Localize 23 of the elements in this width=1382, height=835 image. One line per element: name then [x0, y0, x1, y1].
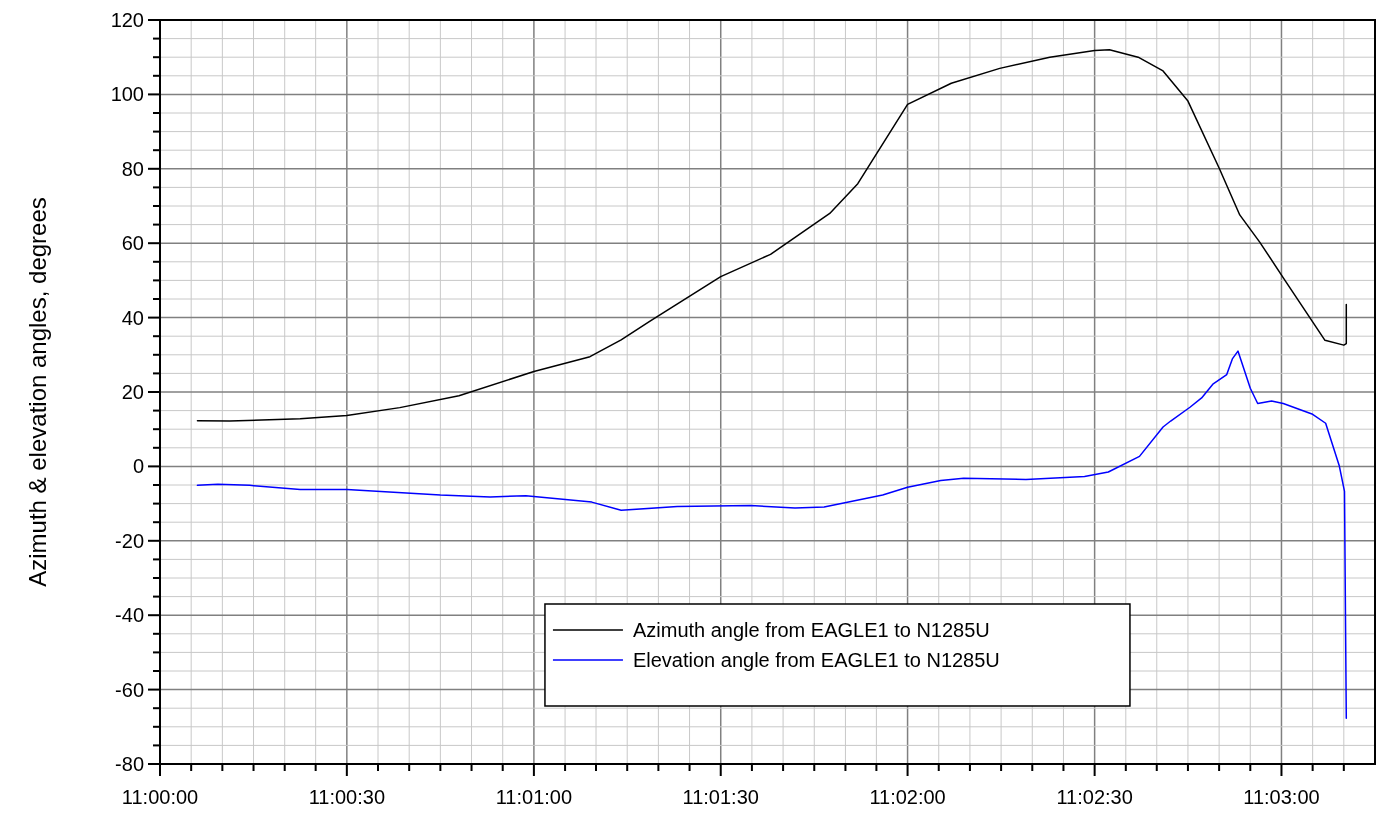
- y-tick-label: -80: [115, 753, 144, 775]
- legend-label: Azimuth angle from EAGLE1 to N1285U: [632, 619, 990, 641]
- y-tick-label: 0: [132, 455, 144, 478]
- y-tick-label: -20: [115, 529, 144, 552]
- y-tick-label: 80: [121, 157, 144, 180]
- y-tick-label: 100: [110, 83, 144, 106]
- y-axis-title: Azimuth & elevation angles, degrees: [24, 197, 51, 587]
- x-tick-label: 11:03:00: [1243, 786, 1320, 808]
- x-tick-label: 11:02:00: [869, 786, 946, 808]
- x-tick-label: 11:01:00: [495, 786, 573, 808]
- y-tick-label: 120: [110, 9, 144, 31]
- x-tick-label: 11:01:30: [682, 786, 759, 808]
- line-series: [196, 350, 1348, 719]
- x-tick-label: 11:00:30: [308, 786, 386, 808]
- x-tick-label: 11:02:30: [1056, 786, 1133, 808]
- legend-label: Elevation angle from EAGLE1 to N1285U: [632, 649, 1000, 671]
- x-tick-label: 11:00:00: [121, 786, 199, 808]
- y-tick-label: 40: [121, 306, 144, 329]
- y-tick-label: -40: [115, 604, 144, 627]
- y-tick-label: -60: [115, 678, 144, 701]
- y-tick-label: 20: [121, 381, 144, 403]
- y-tick-label: 60: [121, 232, 144, 255]
- line-series: [196, 49, 1348, 422]
